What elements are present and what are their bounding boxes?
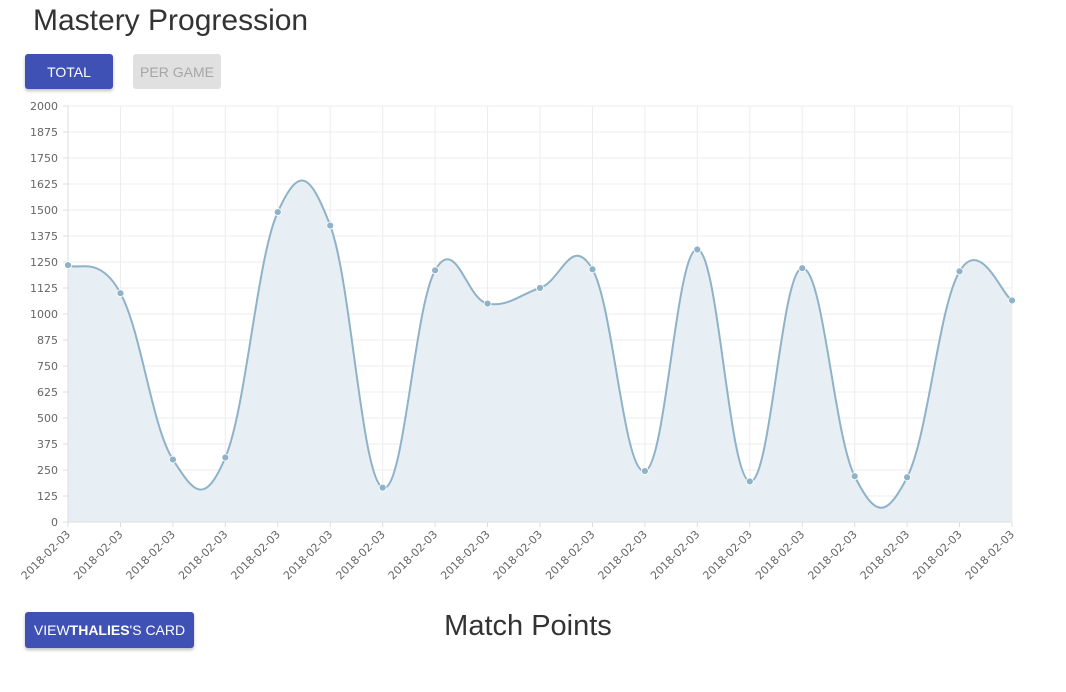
x-tick-label: 2018-02-03	[228, 528, 282, 582]
data-point[interactable]	[640, 467, 649, 475]
x-tick-label: 2018-02-03	[386, 528, 440, 582]
x-tick-label: 2018-02-03	[648, 528, 702, 582]
x-tick-label: 2018-02-03	[124, 528, 178, 582]
page-title: Mastery Progression	[33, 4, 309, 37]
y-tick-label: 0	[51, 516, 58, 529]
x-tick-label: 2018-02-03	[596, 528, 650, 582]
data-point[interactable]	[536, 284, 544, 292]
y-tick-label: 250	[37, 464, 58, 477]
x-tick-label: 2018-02-03	[71, 528, 125, 582]
view-card-prefix: VIEW	[33, 622, 70, 638]
y-tick-label: 750	[37, 360, 58, 373]
data-point[interactable]	[431, 266, 440, 275]
data-point[interactable]	[850, 472, 859, 481]
x-tick-label: 2018-02-03	[491, 528, 545, 582]
mastery-chart: 0 125 250 375 500 625 750 875 1000 1125 1250 1375 15…	[0, 95, 1066, 595]
x-tick-label: 2018-02-03	[700, 528, 754, 582]
x-tick-label: 2018-02-03	[805, 528, 859, 582]
view-card-button[interactable]: VIEW THALIES 'S CARD	[25, 612, 194, 648]
y-tick-label: 375	[37, 438, 58, 451]
view-card-suffix: 'S CARD	[129, 622, 186, 638]
data-point[interactable]	[955, 267, 964, 276]
y-tick-label: 500	[37, 412, 58, 425]
data-point[interactable]	[64, 261, 72, 270]
chart-points	[64, 208, 1016, 492]
y-tick-label: 1000	[30, 308, 58, 321]
match-points-title: Match Points	[444, 610, 612, 642]
data-point[interactable]	[378, 483, 387, 492]
total-button[interactable]: TOTAL	[25, 54, 113, 89]
y-tick-label: 1500	[30, 204, 58, 217]
x-tick-label: 2018-02-03	[753, 528, 807, 582]
y-tick-label: 1750	[30, 152, 58, 165]
y-tick-label: 1875	[30, 126, 58, 139]
data-point[interactable]	[116, 289, 125, 298]
x-tick-label: 2018-02-03	[963, 528, 1017, 582]
data-point[interactable]	[798, 264, 807, 273]
x-tick-label: 2018-02-03	[281, 528, 335, 582]
x-tick-label: 2018-02-03	[19, 528, 73, 582]
mastery-chart-svg: 0 125 250 375 500 625 750 875 1000 1125 1250 1375 15…	[19, 100, 1017, 582]
y-tick-label: 125	[37, 490, 58, 503]
data-point[interactable]	[168, 455, 177, 464]
data-point[interactable]	[903, 473, 912, 482]
x-tick-label: 2018-02-03	[858, 528, 912, 582]
data-point[interactable]	[693, 245, 702, 254]
y-tick-label: 2000	[30, 100, 58, 113]
x-tick-label: 2018-02-03	[910, 528, 964, 582]
chart-area-fill	[68, 180, 1012, 522]
x-tick-label: 2018-02-03	[543, 528, 597, 582]
data-point[interactable]	[273, 208, 282, 216]
chart-series-line	[67, 179, 1013, 509]
data-point[interactable]	[483, 299, 492, 308]
x-tick-label: 2018-02-03	[333, 528, 387, 582]
y-tick-label: 625	[37, 386, 58, 399]
data-point[interactable]	[326, 221, 335, 230]
data-point[interactable]	[1008, 296, 1016, 305]
data-point[interactable]	[745, 477, 754, 486]
per-game-button[interactable]: PER GAME	[133, 54, 221, 89]
y-tick-label: 1250	[30, 256, 58, 269]
y-tick-label: 1625	[30, 178, 58, 191]
y-tick-label: 875	[37, 334, 58, 347]
x-tick-label: 2018-02-03	[176, 528, 230, 582]
data-point[interactable]	[221, 453, 230, 462]
y-tick-label: 1125	[30, 282, 58, 295]
y-tick-label: 1375	[30, 230, 58, 243]
x-tick-label: 2018-02-03	[438, 528, 492, 582]
view-card-player-name: THALIES	[69, 622, 130, 638]
data-point[interactable]	[588, 265, 597, 274]
